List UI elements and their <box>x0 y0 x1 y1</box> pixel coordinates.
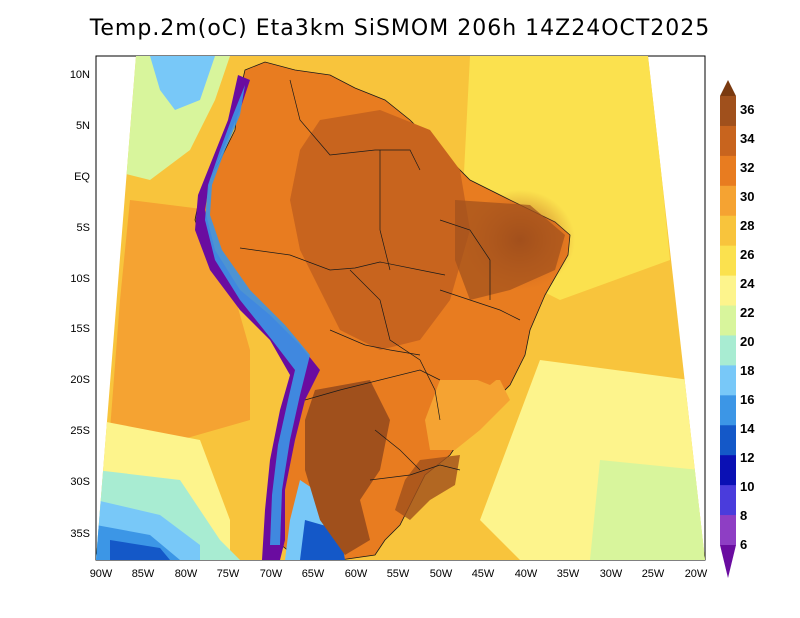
lon-label: 55W <box>387 568 410 580</box>
andes-slope <box>205 85 310 545</box>
north-pacific-cold-zone <box>150 56 215 110</box>
lat-label: 5S <box>77 222 90 234</box>
lon-label: 50W <box>430 568 453 580</box>
colorbar-labels: 36 34 32 30 28 26 24 22 20 18 16 14 12 1… <box>740 102 755 552</box>
lon-label: 40W <box>515 568 538 580</box>
country-borders <box>239 79 521 481</box>
colorbar-label: 6 <box>740 537 747 552</box>
lon-label: 60W <box>345 568 368 580</box>
colorbar-segment <box>720 275 736 307</box>
colorbar-segment <box>720 485 736 516</box>
lon-label: 30W <box>600 568 623 580</box>
colorbar-label: 30 <box>740 189 754 204</box>
colorbar-label: 14 <box>740 421 755 436</box>
chaco-hot-zone <box>305 380 390 555</box>
colorbar-label: 28 <box>740 218 754 233</box>
colorbar: 36 34 32 30 28 26 24 22 20 18 16 14 12 1… <box>720 80 755 578</box>
longitude-labels: 90W 85W 80W 75W 70W 65W 60W 55W 50W 45W … <box>90 568 708 580</box>
colorbar-label: 32 <box>740 160 754 175</box>
colorbar-label: 24 <box>740 276 755 291</box>
colorbar-label: 16 <box>740 392 754 407</box>
lon-label: 85W <box>132 568 155 580</box>
colorbar-label: 12 <box>740 450 754 465</box>
lon-label: 75W <box>217 568 240 580</box>
colorbar-segment <box>720 245 736 277</box>
lat-label: 30S <box>70 476 90 488</box>
pacific-coldest-zone <box>110 540 170 560</box>
colorbar-label: 34 <box>740 131 755 146</box>
colorbar-segment <box>720 155 736 187</box>
lon-label: 80W <box>175 568 198 580</box>
lat-label: 20S <box>70 374 90 386</box>
colorbar-label: 10 <box>740 479 754 494</box>
colorbar-label: 8 <box>740 508 747 523</box>
lat-label: 10S <box>70 273 90 285</box>
colorbar-segment <box>720 455 736 486</box>
lat-label: 35S <box>70 528 90 540</box>
south-atlantic-green-zone <box>590 460 705 560</box>
lat-label: EQ <box>74 171 90 183</box>
lat-label: 5N <box>76 120 90 132</box>
colorbar-segment <box>720 425 736 456</box>
latitude-labels: 10N 5N EQ 5S 10S 15S 20S 25S 30S 35S <box>70 69 91 540</box>
colorbar-segment <box>720 335 736 366</box>
colorbar-segment <box>720 365 736 396</box>
lat-label: 15S <box>70 323 90 335</box>
northeast-hottest-zone <box>455 200 565 300</box>
colorbar-segment <box>720 185 736 217</box>
lon-label: 25W <box>642 568 665 580</box>
map-title: Temp.2m(oC) Eta3km SiSMOM 206h 14Z24OCT2… <box>89 16 711 41</box>
temperature-field <box>96 56 705 560</box>
colorbar-label: 26 <box>740 247 754 262</box>
colorbar-top-arrow <box>720 80 736 96</box>
lon-label: 65W <box>302 568 325 580</box>
lat-label: 25S <box>70 425 90 437</box>
colorbar-segment <box>720 96 736 127</box>
colorbar-label: 22 <box>740 305 754 320</box>
colorbar-bottom-arrow <box>720 545 736 578</box>
lat-label: 10N <box>70 69 90 81</box>
lon-label: 70W <box>260 568 283 580</box>
minas-zone <box>465 330 520 385</box>
southeast-brazil-zone <box>425 380 510 450</box>
lon-label: 35W <box>557 568 580 580</box>
uruguay-warm-zone <box>395 455 460 520</box>
colorbar-segment <box>720 395 736 426</box>
colorbar-label: 18 <box>740 363 754 378</box>
lon-label: 90W <box>90 568 113 580</box>
colorbar-segment <box>720 515 736 546</box>
colorbar-label: 36 <box>740 102 754 117</box>
colorbar-segment <box>720 305 736 336</box>
colorbar-label: 20 <box>740 334 754 349</box>
lon-label: 45W <box>472 568 495 580</box>
colorbar-segment <box>720 215 736 247</box>
colorbar-segment <box>720 125 736 157</box>
lon-label: 20W <box>685 568 708 580</box>
